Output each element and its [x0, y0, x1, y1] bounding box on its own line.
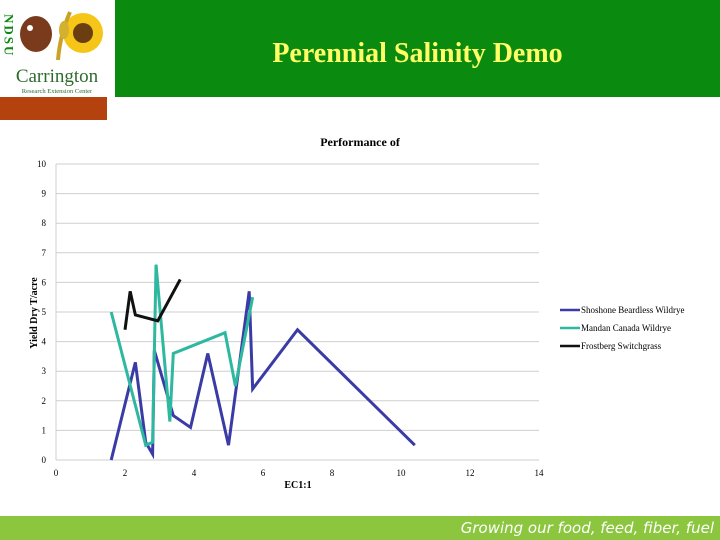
legend-label: Mandan Canada Wildrye — [581, 323, 671, 333]
x-tick-label: 0 — [54, 468, 59, 478]
y-tick-label: 3 — [42, 366, 47, 376]
grid — [56, 163, 539, 461]
legend: Shoshone Beardless Wildrye Mandan Canada … — [560, 305, 684, 351]
x-tick-label: 8 — [330, 468, 335, 478]
logo-letters: NDSU — [2, 14, 17, 57]
series-line-1 — [109, 291, 416, 461]
x-tick-label: 14 — [535, 468, 545, 478]
y-tick-label: 0 — [42, 455, 47, 465]
logo-subtitle: Research Extension Center — [22, 88, 93, 95]
series-line-3 — [123, 278, 182, 330]
page-title: Perennial Salinity Demo — [272, 38, 563, 69]
y-tick-label: 4 — [42, 337, 47, 347]
legend-label: Shoshone Beardless Wildrye — [581, 305, 684, 315]
x-tick-label: 12 — [466, 468, 475, 478]
logo: NDSU Carrington Research Extension Cente… — [0, 0, 115, 97]
x-tick-label: 6 — [261, 468, 266, 478]
y-tick-label: 2 — [42, 396, 47, 406]
chart-title: Performance of — [320, 135, 401, 149]
x-tick-label: 2 — [123, 468, 128, 478]
accent-bar-gap — [107, 97, 720, 120]
y-tick-label: 10 — [37, 159, 47, 169]
cow-icon — [20, 16, 52, 52]
x-tick-label: 4 — [192, 468, 197, 478]
y-tick-label: 9 — [42, 189, 47, 199]
y-tick-label: 6 — [42, 277, 47, 287]
y-tick-label: 7 — [42, 248, 47, 258]
footer-band — [0, 516, 720, 540]
accent-bar — [0, 97, 107, 120]
legend-label: Frostberg Switchgrass — [581, 341, 662, 351]
x-axis-label: EC1:1 — [284, 480, 311, 491]
footer-tagline: Growing our food, feed, fiber, fuel — [460, 519, 714, 537]
y-tick-label: 8 — [42, 218, 47, 228]
y-axis-label: Yield Dry T/acre — [29, 277, 40, 349]
logo-name: Carrington — [16, 66, 99, 87]
x-axis: 0 2 4 6 8 10 12 14 — [54, 468, 544, 478]
y-tick-label: 5 — [42, 307, 47, 317]
sunflower-icon — [63, 13, 103, 53]
x-tick-label: 10 — [397, 468, 407, 478]
y-tick-label: 1 — [42, 425, 47, 435]
series-line-2 — [109, 264, 255, 448]
y-axis: 0 1 2 3 4 5 6 7 8 9 10 — [37, 159, 57, 465]
header-band — [115, 0, 720, 97]
sunflower-wheat-cow-logo-icon: NDSU Carrington Research Extension Cente… — [2, 11, 103, 95]
series-lines — [109, 264, 416, 461]
wheat-icon — [56, 11, 72, 61]
